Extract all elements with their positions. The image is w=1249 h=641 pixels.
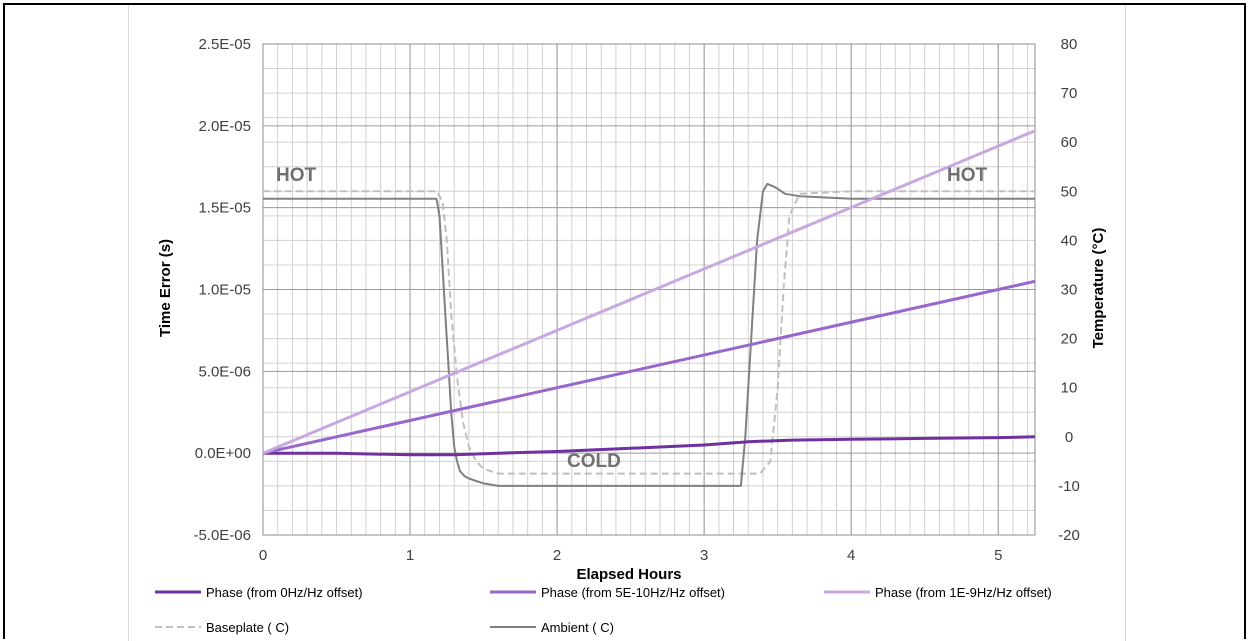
axes: Elapsed Hours Time Error (s) Temperature…: [157, 36, 1107, 583]
y-tick-label: 1.5E-05: [198, 200, 251, 217]
grid: [262, 43, 1036, 536]
y2-tick-label: -20: [1058, 527, 1080, 544]
x-tick-label: 3: [700, 547, 708, 564]
y2-tick-label: 30: [1061, 282, 1078, 299]
series-line-4: [263, 182, 1035, 487]
series-line-1: [262, 279, 1036, 455]
y2-axis-title: Temperature (°C): [1090, 228, 1107, 349]
y2-tick-label: 20: [1061, 331, 1078, 348]
legend-label: Phase (from 5E-10Hz/Hz offset): [541, 585, 725, 600]
chart-panel: [128, 5, 1126, 641]
y-tick-label: 0.0E+00: [195, 445, 251, 462]
annotation-cold: COLD: [567, 451, 621, 472]
series-lines: [262, 129, 1036, 487]
y2-tick-label: 60: [1061, 134, 1078, 151]
legend-label: Phase (from 1E-9Hz/Hz offset): [875, 585, 1052, 600]
y-tick-label: 2.0E-05: [198, 118, 251, 135]
series-line-0: [263, 435, 1036, 457]
x-tick-label: 2: [553, 547, 561, 564]
y2-tick-label: 10: [1061, 380, 1078, 397]
y2-tick-label: 50: [1061, 183, 1078, 200]
x-tick-label: 0: [259, 547, 267, 564]
annotation-hot-right: HOT: [947, 165, 988, 186]
y2-tick-label: -10: [1058, 478, 1080, 495]
y-tick-label: -5.0E-06: [193, 527, 251, 544]
y-axis-title: Time Error (s): [157, 239, 174, 337]
y2-tick-label: 0: [1065, 429, 1073, 446]
x-axis-title: Elapsed Hours: [576, 566, 681, 583]
y-tick-label: 1.0E-05: [198, 282, 251, 299]
annotations: HOT COLD HOT: [276, 165, 988, 472]
y2-tick-label: 40: [1061, 232, 1078, 249]
x-tick-label: 1: [406, 547, 414, 564]
legend-label: Ambient ( C): [541, 620, 614, 635]
legend: Phase (from 0Hz/Hz offset) Phase (from 5E…: [155, 585, 1052, 635]
y-tick-label: 2.5E-05: [198, 36, 251, 53]
outer-frame: [3, 3, 1246, 639]
y-tick-label: 5.0E-06: [198, 363, 251, 380]
legend-label: Phase (from 0Hz/Hz offset): [206, 585, 363, 600]
legend-label: Baseplate ( C): [206, 620, 289, 635]
y2-tick-label: 80: [1061, 36, 1078, 53]
series-line-2: [262, 129, 1036, 455]
plot-area-border: [262, 43, 1036, 536]
annotation-hot-left: HOT: [276, 165, 317, 186]
x-tick-label: 4: [847, 547, 855, 564]
series-line-3: [263, 190, 1035, 475]
x-tick-label: 5: [994, 547, 1002, 564]
y2-tick-label: 70: [1061, 85, 1078, 102]
